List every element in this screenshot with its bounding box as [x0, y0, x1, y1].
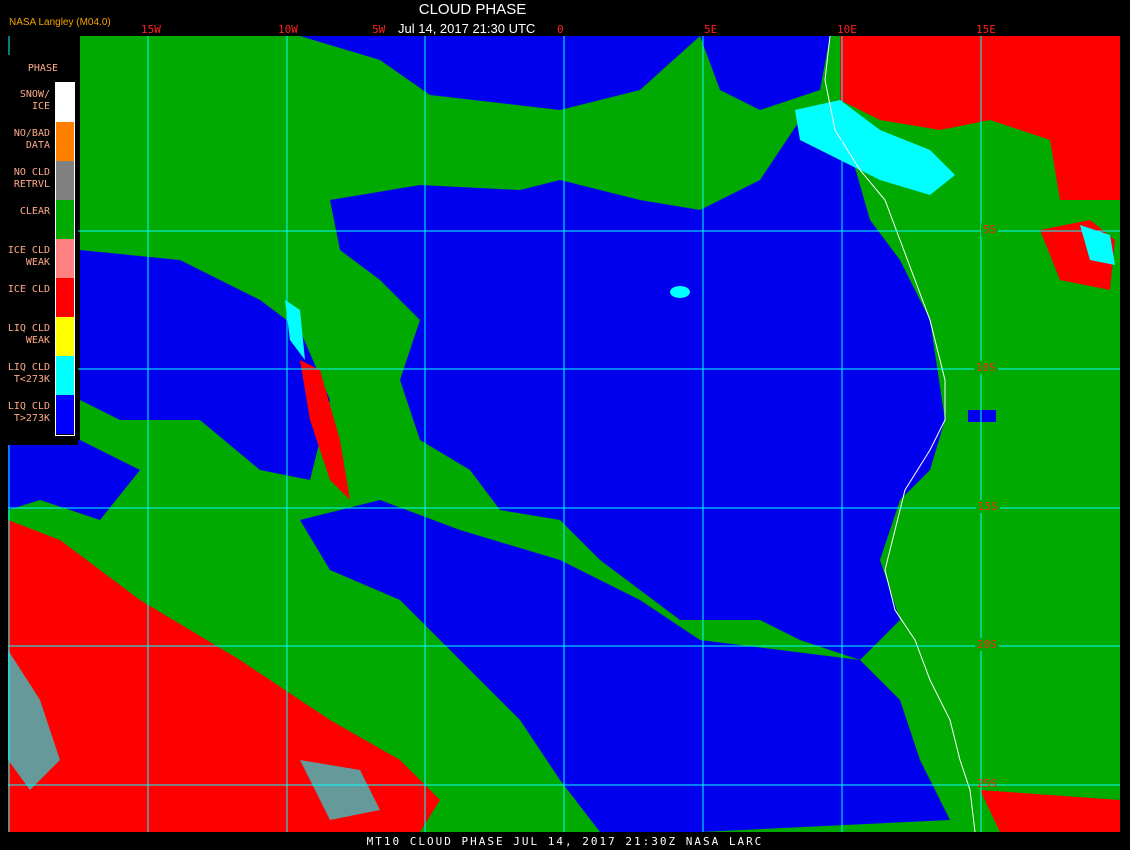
legend-swatch [56, 122, 74, 161]
map-datetime: Jul 14, 2017 21:30 UTC [398, 21, 536, 36]
legend-swatch [56, 317, 74, 356]
legend-label: ICE CLD [7, 284, 50, 295]
footer-caption: MT10 CLOUD PHASE JUL 14, 2017 21:30Z NAS… [366, 835, 764, 848]
legend-label: NO/BAD DATA [13, 128, 50, 151]
lon-label: 15W [141, 23, 161, 36]
legend-label: CLEAR [19, 206, 50, 217]
legend-title: PHASE [27, 63, 58, 74]
ice-cloud-region [8, 36, 1120, 832]
legend-swatch [56, 200, 74, 239]
map-title: CLOUD PHASE [418, 1, 527, 18]
legend-label: LIQ CLD T<273K [7, 362, 50, 385]
legend-label: ICE CLD WEAK [7, 245, 50, 268]
liquid-cloud-warm-region [8, 36, 996, 832]
legend-swatch [56, 395, 74, 434]
lat-label: 5S [981, 223, 999, 236]
lon-label: 0 [557, 23, 564, 36]
liquid-cloud-cold-region [8, 100, 1115, 820]
lat-label: 25S [977, 777, 997, 790]
credit-label: NASA Langley (M04.0) [9, 17, 111, 28]
lat-label: 15S [976, 500, 1000, 513]
legend-label: SNOW/ ICE [19, 89, 50, 112]
lat-label: 10S [974, 361, 998, 374]
legend-swatch [56, 83, 74, 122]
legend-swatch [56, 239, 74, 278]
lon-label: 10E [837, 23, 857, 36]
legend-label: NO CLD RETRVL [13, 167, 50, 190]
lon-label: 10W [278, 23, 298, 36]
coastline [824, 35, 976, 833]
legend-swatch [56, 356, 74, 395]
legend-label: LIQ CLD T>273K [7, 401, 50, 424]
lon-label: 5W [372, 23, 386, 36]
phase-legend: PHASE SNOW/ ICE NO/BAD DATA NO CLD RETRVL C… [8, 55, 78, 445]
legend-swatch [56, 278, 74, 317]
lat-label: 20S [975, 638, 999, 651]
lon-label: 5E [704, 23, 718, 36]
legend-color-bar [55, 82, 75, 436]
legend-label: LIQ CLD WEAK [7, 323, 50, 346]
legend-swatch [56, 161, 74, 200]
lon-label: 15E [976, 23, 996, 36]
